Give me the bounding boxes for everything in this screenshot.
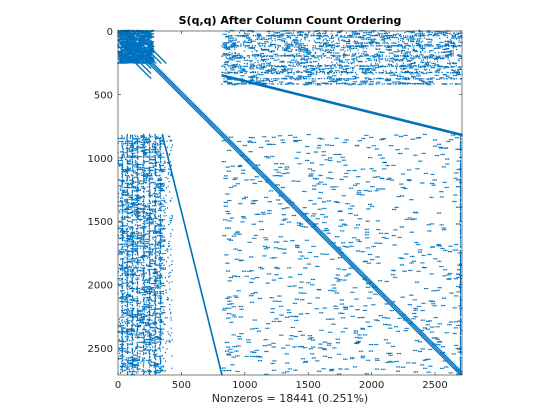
axes: 0 500 1000 1500 2000 2500 0 500 1000 1500 2000 2500 [88, 27, 462, 391]
plot-frame [117, 30, 463, 376]
nonzero-marker-path [117, 29, 463, 376]
y-tick-label: 500 [94, 90, 113, 101]
y-tick-label: 2000 [88, 281, 113, 292]
x-tick-label: 500 [172, 380, 191, 391]
x-tick-label: 2500 [422, 380, 447, 391]
y-tick-label: 2500 [88, 344, 113, 355]
y-tick-label: 0 [107, 27, 113, 38]
x-axis-label: Nonzeros = 18441 (0.251%) [212, 392, 368, 405]
x-tick-label: 2000 [359, 380, 384, 391]
plot-title: S(q,q) After Column Count Ordering [179, 14, 402, 27]
y-tick-label: 1500 [88, 217, 113, 228]
x-tick-label: 1000 [232, 380, 257, 391]
x-tick-label: 1500 [295, 380, 320, 391]
nonzero-markers [117, 29, 463, 376]
x-tick-label: 0 [115, 380, 121, 391]
y-tick-label: 1000 [88, 154, 113, 165]
